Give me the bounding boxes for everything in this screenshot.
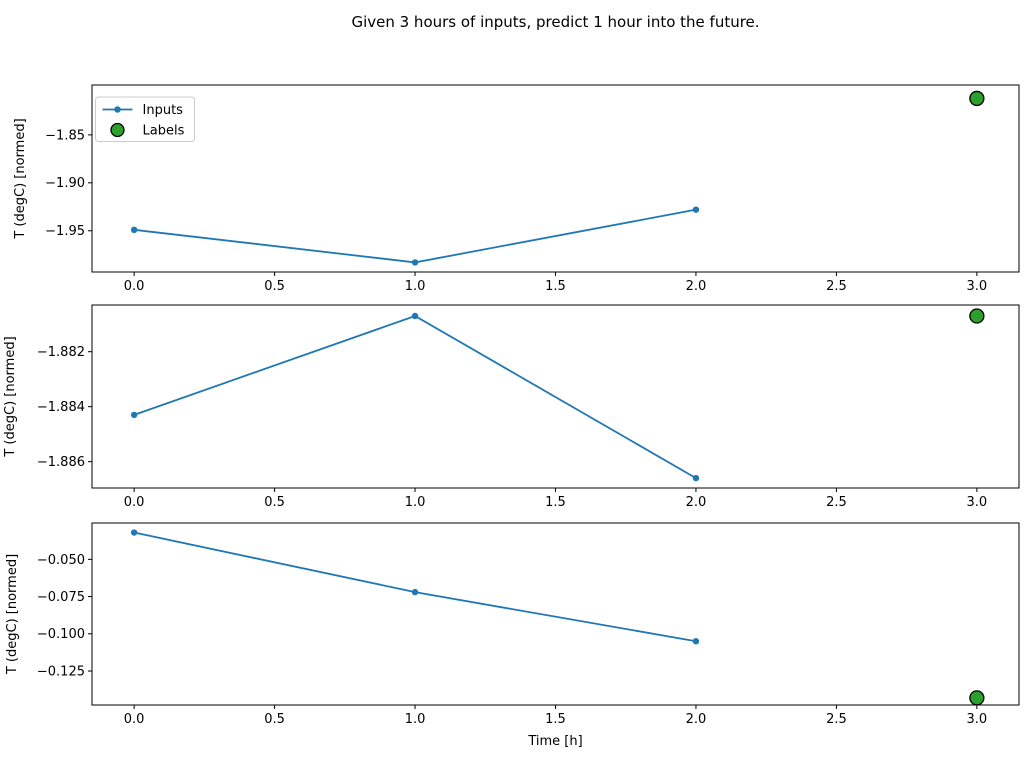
- x-tick-label: 3.0: [967, 279, 988, 294]
- subplot-1-inputs-line: [134, 208, 697, 264]
- x-tick-label: 1.0: [405, 279, 426, 294]
- y-tick-label: −1.884: [37, 400, 85, 415]
- subplot-1-ylabel: T (degC) [normed]: [13, 118, 28, 239]
- y-tick-label: −0.125: [37, 664, 85, 679]
- subplot-3-inputs-line: [133, 531, 697, 643]
- x-tick-label: 1.5: [545, 279, 566, 294]
- x-tick-label: 0.5: [264, 712, 285, 727]
- x-tick-label: 2.0: [686, 495, 707, 510]
- x-tick-label: 1.0: [405, 495, 426, 510]
- y-tick-label: −1.95: [45, 224, 85, 239]
- y-tick-label: −1.886: [37, 455, 85, 470]
- x-tick-label: 2.5: [826, 279, 847, 294]
- x-tick-label: 0.0: [124, 712, 145, 727]
- subplot-3-frame: [91, 522, 1020, 706]
- subplot-2-inputs-marker: [411, 312, 419, 320]
- y-tick-label: −1.882: [37, 345, 85, 360]
- x-tick-label: 2.0: [686, 712, 707, 727]
- subplot-1-frame: [91, 84, 1020, 273]
- x-tick-label: 2.0: [686, 279, 707, 294]
- subplot-2-inputs-line: [133, 315, 697, 479]
- x-tick-label: 3.0: [967, 495, 988, 510]
- subplot-3-inputs-marker: [692, 638, 700, 645]
- subplot-1-inputs-marker: [692, 206, 700, 213]
- figure-title: Given 3 hours of inputs, predict 1 hour …: [351, 13, 760, 31]
- y-tick-label: −1.90: [45, 176, 85, 191]
- x-tick-label: 0.0: [124, 279, 145, 294]
- subplot-2-inputs-marker: [692, 474, 700, 482]
- subplot-1-inputs-marker: [411, 259, 419, 266]
- legend-inputs-marker: [114, 106, 121, 113]
- y-tick-label: −0.050: [37, 553, 85, 568]
- legend-item-label: Inputs: [143, 103, 184, 118]
- x-axis-label: Time [h]: [527, 734, 582, 749]
- legend-item-label: Labels: [143, 123, 185, 138]
- subplot-2-inputs-marker: [130, 411, 138, 419]
- y-tick-label: −1.85: [45, 128, 85, 143]
- x-tick-label: 0.0: [124, 495, 145, 510]
- y-tick-label: −0.075: [37, 590, 85, 605]
- subplot-3-ylabel: T (degC) [normed]: [5, 554, 20, 675]
- subplot-2-ylabel: T (degC) [normed]: [3, 336, 18, 457]
- x-tick-label: 2.5: [826, 495, 847, 510]
- subplot-1-inputs-marker: [130, 226, 138, 234]
- x-tick-label: 1.5: [545, 495, 566, 510]
- legend-labels-marker: [110, 122, 125, 138]
- x-tick-label: 2.5: [826, 712, 847, 727]
- x-tick-label: 3.0: [967, 712, 988, 727]
- x-tick-label: 0.5: [264, 279, 285, 294]
- subplot-1-labels-point: [969, 90, 985, 107]
- subplot-2-labels-point: [969, 308, 985, 324]
- subplot-3-inputs-marker: [411, 588, 419, 596]
- x-tick-label: 1.5: [545, 712, 566, 727]
- subplot-3-labels-point: [969, 690, 985, 706]
- x-tick-label: 0.5: [264, 495, 285, 510]
- y-tick-label: −0.100: [37, 627, 85, 642]
- x-tick-label: 1.0: [405, 712, 426, 727]
- subplot-3-inputs-marker: [130, 529, 138, 536]
